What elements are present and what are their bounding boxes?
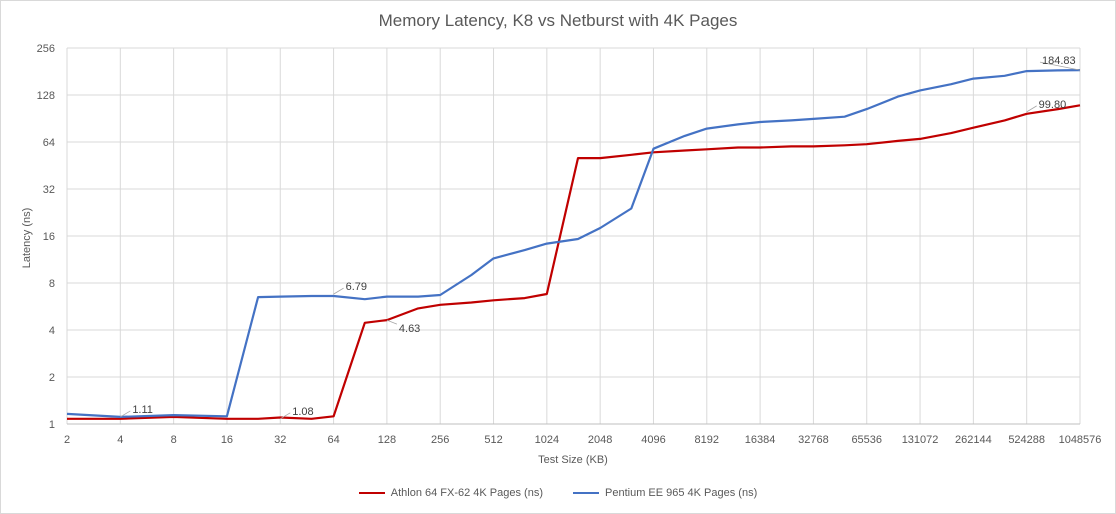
x-axis-title: Test Size (KB): [538, 454, 608, 466]
data-label-leader: [280, 412, 291, 420]
y-tick-label: 32: [43, 184, 55, 196]
x-tick-label: 2048: [588, 434, 612, 446]
data-label: 6.79: [346, 281, 367, 293]
x-tick-label: 64: [327, 434, 339, 446]
series-line-1: [66, 69, 1081, 418]
x-tick-label: 524288: [1008, 434, 1045, 446]
data-label: 1.08: [292, 406, 313, 418]
x-tick-label: 128: [378, 434, 396, 446]
legend: Athlon 64 FX-62 4K Pages (ns) Pentium EE…: [0, 487, 1116, 499]
data-label: 1.11: [132, 404, 153, 416]
y-axis-title: Latency (ns): [21, 208, 33, 269]
grid-lines: [66, 47, 1081, 425]
x-tick-label: 512: [484, 434, 502, 446]
x-tick-label: 2: [64, 434, 70, 446]
data-labels: 1.08 4.63 99.80 1.11 6.79 184.83: [120, 55, 1081, 420]
data-label-leader: [386, 319, 398, 325]
y-tick-label: 2: [49, 372, 55, 384]
y-tick-label: 16: [43, 231, 55, 243]
y-tick-label: 128: [37, 90, 55, 102]
series-line-0: [67, 104, 1081, 420]
x-tick-label: 1048576: [1059, 434, 1102, 446]
x-tick-label: 131072: [902, 434, 939, 446]
data-label-leader: [1039, 61, 1081, 71]
series-lines: [66, 69, 1081, 420]
x-tick-label: 8: [171, 434, 177, 446]
legend-swatch-athlon: [358, 492, 385, 494]
x-tick-label: 4: [117, 434, 123, 446]
data-label: 4.63: [399, 323, 420, 335]
chart-title: Memory Latency, K8 vs Netburst with 4K P…: [378, 11, 738, 30]
x-tick-label: 16384: [745, 434, 776, 446]
x-tick-label: 8192: [695, 434, 719, 446]
data-label-leader: [333, 287, 344, 295]
y-tick-label: 4: [49, 325, 55, 337]
x-tick-label: 4096: [641, 434, 665, 446]
data-label-leader: [120, 410, 131, 418]
x-tick-label: 256: [431, 434, 449, 446]
y-tick-label: 256: [37, 43, 55, 55]
data-label: 99.80: [1039, 99, 1067, 111]
data-label: 184.83: [1042, 55, 1076, 67]
x-tick-label: 32: [274, 434, 286, 446]
x-tick-label: 1024: [535, 434, 559, 446]
x-tick-label: 32768: [798, 434, 829, 446]
x-tick-label: 262144: [955, 434, 992, 446]
legend-item-athlon[interactable]: Athlon 64 FX-62 4K Pages (ns): [358, 487, 543, 499]
x-tick-label: 65536: [851, 434, 882, 446]
x-axis-ticks: 2 4 8 16 32 64 128 256 512 1024 2048 4096 8192 16384 3…: [64, 434, 1101, 446]
legend-label-athlon: Athlon 64 FX-62 4K Pages (ns): [390, 487, 543, 499]
legend-label-pentium: Pentium EE 965 4K Pages (ns): [605, 487, 758, 499]
x-tick-label: 16: [221, 434, 233, 446]
data-label-leader: [1026, 105, 1037, 113]
y-tick-label: 8: [49, 278, 55, 290]
legend-item-pentium[interactable]: Pentium EE 965 4K Pages (ns): [573, 487, 757, 499]
legend-swatch-pentium: [573, 492, 599, 494]
y-axis-ticks: 1 2 4 8 16 32 64 128 256: [37, 43, 55, 431]
y-tick-label: 64: [43, 137, 55, 149]
y-tick-label: 1: [49, 419, 55, 431]
